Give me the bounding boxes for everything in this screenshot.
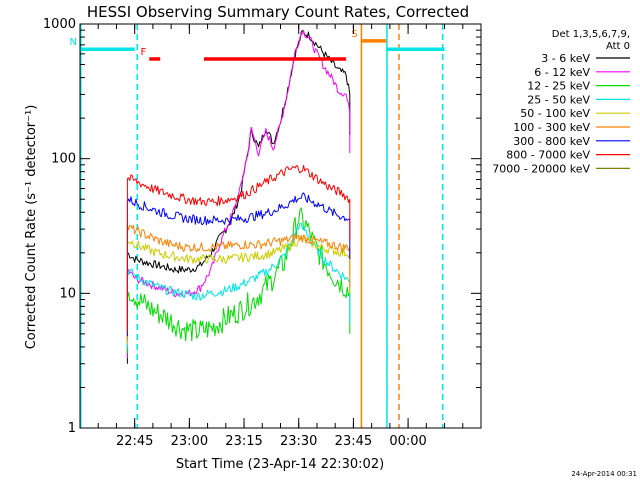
y-tick-label: 1	[68, 421, 76, 436]
x-axis: 22:45 23:00 23:15 23:30 23:45 00:00	[97, 24, 464, 449]
chart-title: HESSI Observing Summary Count Rates, Cor…	[87, 3, 469, 21]
state-bars: F N S	[70, 29, 445, 61]
legend-label: 12 - 25 keV	[527, 80, 590, 93]
y-axis: 1 10 100 1000	[43, 17, 481, 436]
x-tick-label: 00:00	[389, 434, 426, 449]
x-tick-label: 23:00	[171, 434, 208, 449]
series-line-300-800-kev	[126, 192, 351, 337]
legend-label: 7000 - 20000 keV	[492, 162, 590, 175]
series-lines	[126, 29, 351, 364]
legend-label: 800 - 7000 keV	[506, 149, 590, 162]
vertical-markers	[79, 24, 444, 428]
state-bar-label-f: F	[140, 47, 146, 58]
x-tick-label: 23:30	[280, 434, 317, 449]
series-line-100-300-kev	[126, 224, 351, 340]
footer-timestamp: 24-Apr-2014 00:31	[571, 470, 637, 478]
legend-label: 50 - 100 keV	[520, 107, 590, 120]
legend-label: 100 - 300 keV	[513, 121, 590, 134]
y-tick-label: 1000	[43, 17, 76, 32]
legend-label: 300 - 800 keV	[513, 135, 590, 148]
series-line-25-50-kev	[126, 222, 351, 349]
series-line-800-7000-kev	[126, 165, 351, 333]
series-line-50-100-kev	[126, 236, 351, 345]
legend-label: 6 - 12 keV	[534, 66, 590, 79]
legend-header: Det 1,3,5,6,7,9,	[552, 29, 630, 40]
series-line-3-6-kev	[126, 29, 351, 364]
legend-label: 3 - 6 keV	[541, 52, 590, 65]
legend-header: Att 0	[606, 41, 630, 52]
y-tick-label: 100	[51, 152, 76, 167]
x-tick-label: 23:15	[225, 434, 262, 449]
state-bar-label-s: S	[351, 29, 357, 40]
x-tick-label: 23:45	[335, 434, 372, 449]
x-tick-label: 22:45	[116, 434, 153, 449]
state-bar-label-n: N	[70, 37, 77, 48]
y-axis-label: Corrected Count Rate (s⁻¹ detector⁻¹)	[24, 105, 39, 350]
y-tick-label: 10	[59, 286, 76, 301]
x-axis-label: Start Time (23-Apr-14 22:30:02)	[176, 457, 384, 472]
legend-label: 25 - 50 keV	[527, 93, 590, 106]
